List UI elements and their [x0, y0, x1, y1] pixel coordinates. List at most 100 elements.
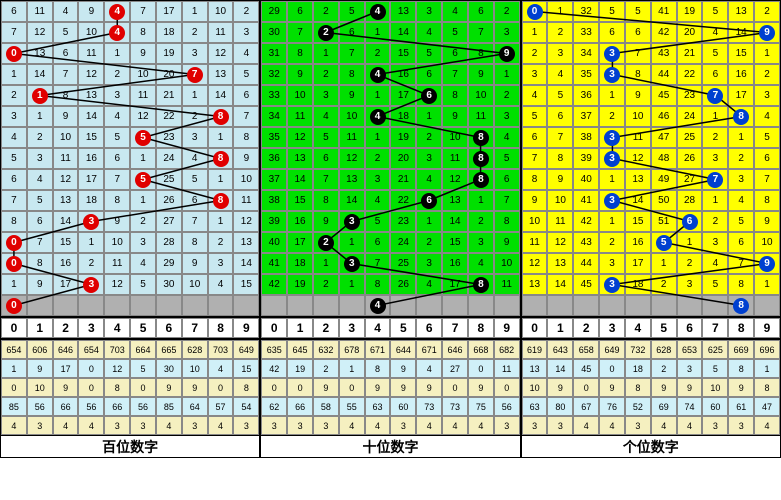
- grid-cell: 4: [27, 169, 53, 190]
- digit-header-cell: 9: [494, 318, 520, 338]
- stat-cell: 8: [625, 378, 651, 397]
- grid-cell: 16: [287, 211, 313, 232]
- grid-cell: 9: [494, 43, 520, 64]
- grid-cell: 12: [547, 232, 573, 253]
- grid-cell: 13: [233, 232, 259, 253]
- grid-cell: 7: [547, 127, 573, 148]
- stat-cell: 9: [390, 359, 416, 378]
- grid-cell: 7: [104, 169, 130, 190]
- grid-cell: 39: [573, 148, 599, 169]
- digit-header-cell: 0: [1, 318, 27, 338]
- grid-cell: 13: [339, 169, 365, 190]
- grid-cell: 10: [233, 169, 259, 190]
- trend-ball: 9: [759, 256, 775, 272]
- grid-cell: 0: [1, 43, 27, 64]
- grid-cell: 6: [442, 43, 468, 64]
- grid-cell: 7: [182, 64, 208, 85]
- grid-cell: [261, 295, 287, 316]
- grid-cell: 0: [522, 1, 548, 22]
- grid-cell: 23: [677, 85, 703, 106]
- stat-cell: 696: [754, 340, 780, 359]
- grid-cell: 4: [365, 106, 391, 127]
- stat-cell: 56: [494, 397, 520, 416]
- trend-ball: 8: [733, 109, 749, 125]
- grid-row: 45361945237173: [522, 85, 780, 106]
- grid-cell: 7: [702, 169, 728, 190]
- grid-cell: 0: [1, 232, 27, 253]
- grid-row: 3191441222287: [1, 106, 259, 127]
- grid-cell: 11: [78, 43, 104, 64]
- grid-cell: 6: [754, 148, 780, 169]
- digit-header-cell: 2: [313, 318, 339, 338]
- trend-ball: 4: [370, 4, 386, 20]
- grid-cell: 5: [651, 232, 677, 253]
- grid-cell: 43: [651, 43, 677, 64]
- grid-cell: 1: [494, 64, 520, 85]
- grid-cell: 6: [416, 190, 442, 211]
- grid-cell: 45: [573, 274, 599, 295]
- grid-cell: 17: [78, 169, 104, 190]
- grid-cell: 3: [599, 148, 625, 169]
- grid-cell: 5: [599, 1, 625, 22]
- grid-cell: 13: [728, 1, 754, 22]
- stat-cell: 0: [78, 378, 104, 397]
- grid-row: 56372104624184: [522, 106, 780, 127]
- grid-cell: 2: [313, 232, 339, 253]
- grid-cell: 3: [208, 253, 234, 274]
- grid-cell: 27: [156, 211, 182, 232]
- trend-ball: 7: [707, 88, 723, 104]
- grid-cell: 9: [27, 274, 53, 295]
- grid-cell: 1: [754, 274, 780, 295]
- grid-cell: 11: [339, 127, 365, 148]
- grid-cell: 4: [416, 169, 442, 190]
- trend-ball: 4: [370, 298, 386, 314]
- stat-cell: 9: [53, 378, 79, 397]
- grid-cell: 1: [1, 64, 27, 85]
- grid-cell: 14: [728, 22, 754, 43]
- grid-cell: 8: [365, 274, 391, 295]
- grid-cell: 7: [522, 148, 548, 169]
- digit-header-cell: 2: [573, 318, 599, 338]
- grid-cell: 4: [208, 274, 234, 295]
- grid-row: 101142115516259: [522, 211, 780, 232]
- digit-header-cell: 4: [104, 318, 130, 338]
- grid-cell: 17: [53, 274, 79, 295]
- grid-cell: [208, 295, 234, 316]
- stat-cell: 0: [573, 378, 599, 397]
- grid-cell: 10: [468, 85, 494, 106]
- grid-cell: 15: [442, 232, 468, 253]
- stat-cell: 11: [494, 359, 520, 378]
- grid-cell: 2: [468, 211, 494, 232]
- grid-cell: 1: [728, 127, 754, 148]
- stat-cell: 58: [313, 397, 339, 416]
- stat-cell: 654: [78, 340, 104, 359]
- grid-cell: 3: [416, 253, 442, 274]
- grid-row: 307261144573: [261, 22, 519, 43]
- grid-cell: 3: [702, 232, 728, 253]
- grid-row: 67383114725215: [522, 127, 780, 148]
- grid-cell: 9: [182, 253, 208, 274]
- stat-cell: 62: [261, 397, 287, 416]
- stat-cell: 19: [287, 359, 313, 378]
- digit-header-cell: 3: [339, 318, 365, 338]
- grid-cell: 3: [233, 22, 259, 43]
- grid-cell: 42: [651, 22, 677, 43]
- stat-cell: 9: [547, 378, 573, 397]
- grid-cell: 5: [233, 64, 259, 85]
- stat-cell: 8: [365, 359, 391, 378]
- grid-cell: 17: [625, 253, 651, 274]
- digit-header-cell: 7: [182, 318, 208, 338]
- grid-cell: 6: [416, 64, 442, 85]
- grid-cell: 27: [677, 169, 703, 190]
- grid-cell: 40: [261, 232, 287, 253]
- grid-cell: 7: [313, 169, 339, 190]
- stat-cell: 0: [287, 378, 313, 397]
- grid-cell: 3: [1, 106, 27, 127]
- stat-row: 13144501823581: [522, 359, 780, 378]
- grid: 6114947171102712510481821130136111919312…: [1, 1, 259, 316]
- grid-cell: 1: [339, 274, 365, 295]
- grid-cell: 16: [442, 253, 468, 274]
- stat-cell: 14: [547, 359, 573, 378]
- trend-ball: 5: [135, 172, 151, 188]
- grid-cell: 1: [416, 106, 442, 127]
